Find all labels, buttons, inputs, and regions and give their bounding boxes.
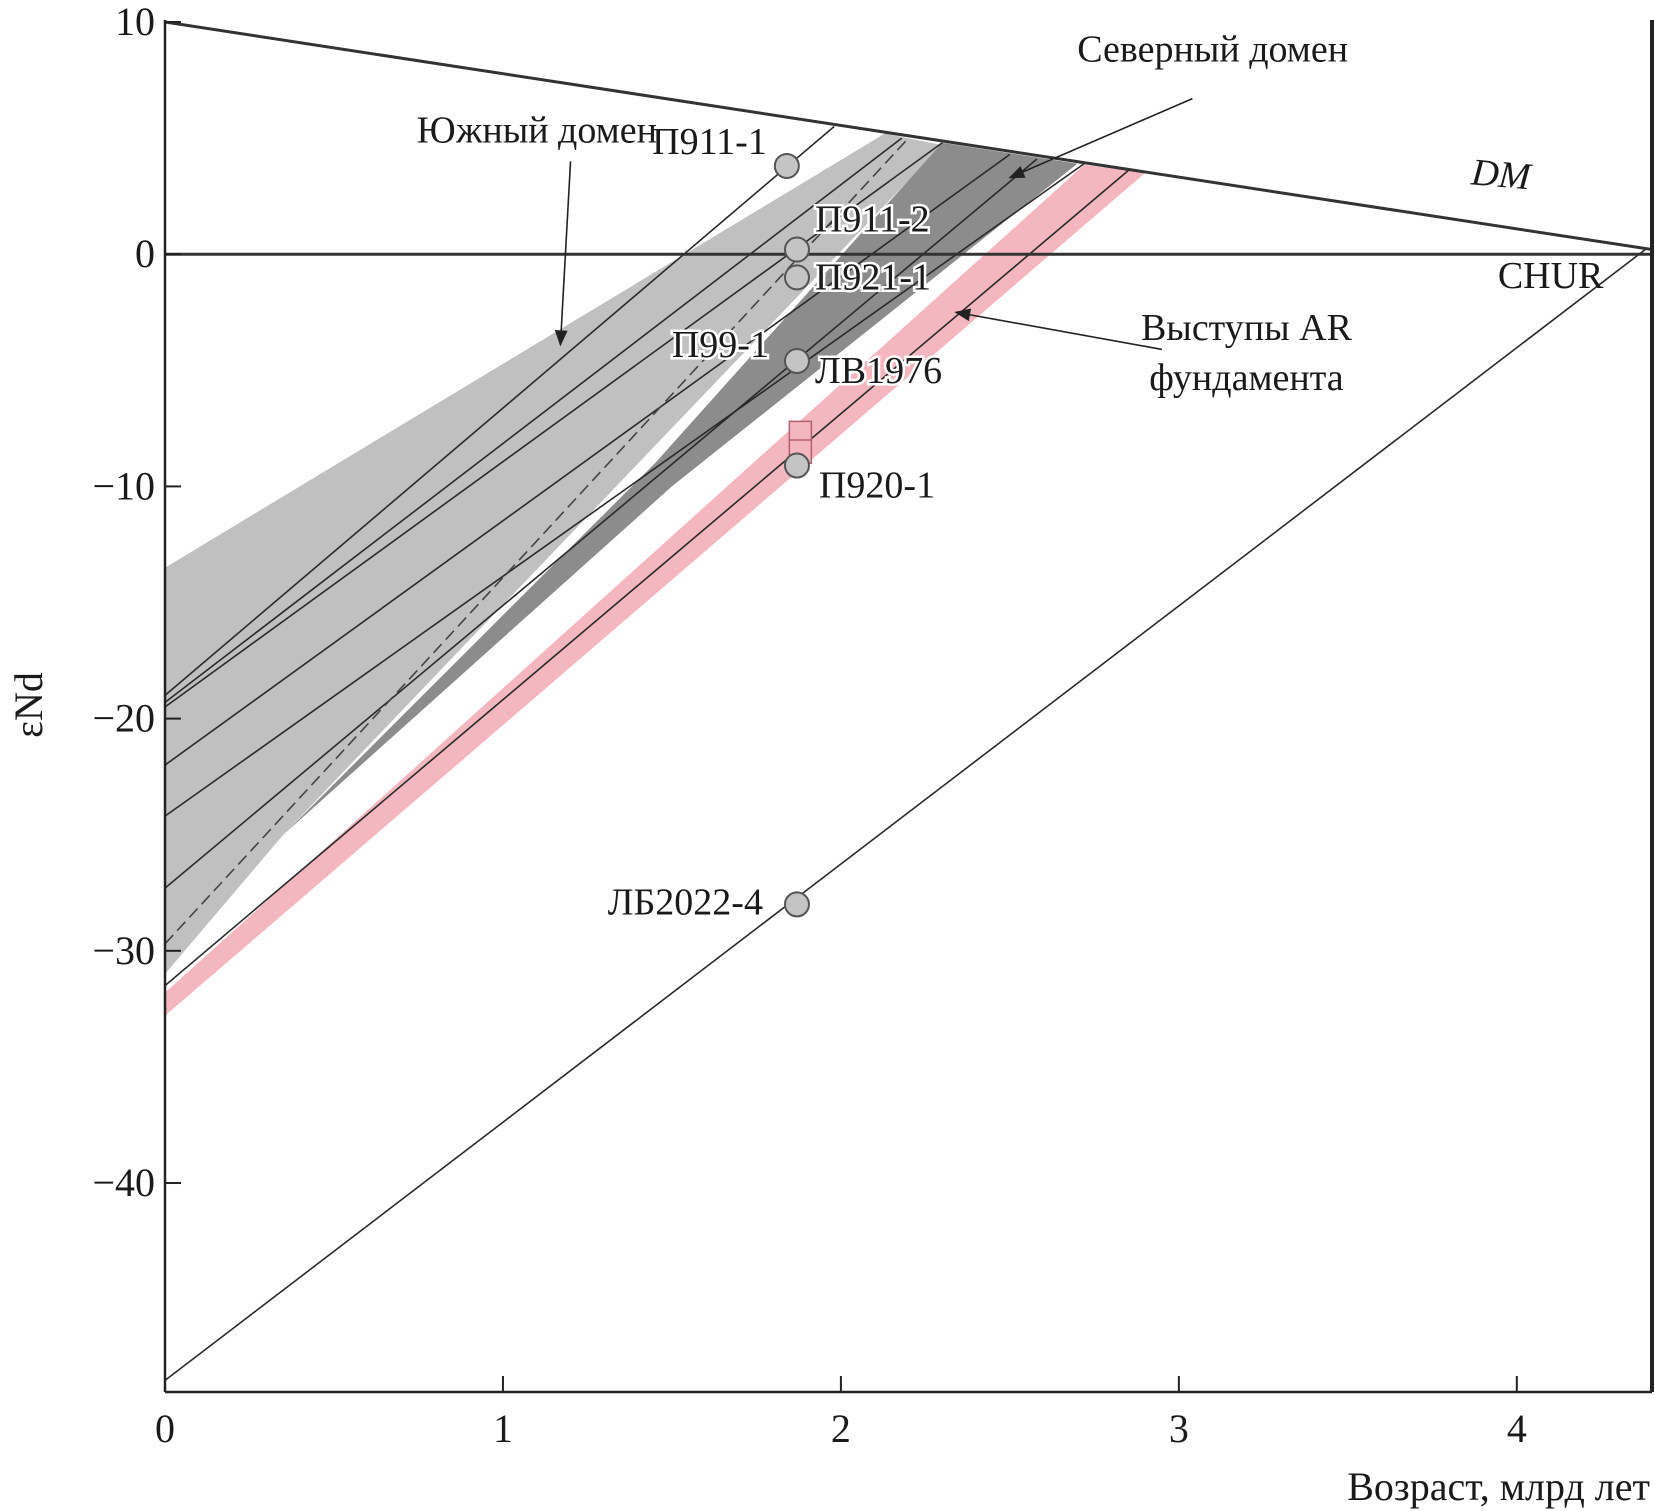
x-tick-label-0: 0 xyxy=(155,1406,175,1451)
sample-label-4: П99-1 xyxy=(672,324,769,366)
sample-label-6: П920-1 xyxy=(819,465,935,507)
annotation-arrow-2 xyxy=(1008,97,1193,179)
reference-line-dm xyxy=(164,20,1653,252)
x-tick-label-2: 2 xyxy=(831,1406,851,1451)
model-line-1 xyxy=(164,125,835,696)
y-tick-label--20: −20 xyxy=(92,696,155,741)
model-line-2 xyxy=(164,137,903,703)
region-2 xyxy=(283,142,1078,835)
y-tick-label--10: −10 xyxy=(92,463,155,508)
x-axis-title: Возраст, млрд лет xyxy=(1347,1464,1650,1509)
model-line-8 xyxy=(164,248,1646,1382)
sample-label-1: П911-1 xyxy=(652,121,767,163)
annotation-1: Южный домен xyxy=(417,110,657,152)
sample-point-1 xyxy=(773,152,800,179)
region-3 xyxy=(165,164,1146,1016)
y-tick-label--40: −40 xyxy=(92,1160,155,1205)
model-line-5 xyxy=(164,162,1085,817)
y-tick-label-10: 10 xyxy=(115,0,155,44)
sample-label-2: П911-2 xyxy=(815,199,930,241)
annotation-arrow-1 xyxy=(554,161,572,347)
labels: П911-1 П911-2 П921-1 П99-1 ЛВ1976 П920-1 ЛБ202… xyxy=(417,28,1604,925)
sample-point-7 xyxy=(783,891,810,918)
model-line-4 xyxy=(164,153,1011,766)
sample-point-6 xyxy=(783,452,810,479)
x-tick-label-3: 3 xyxy=(1169,1406,1189,1451)
model-lines xyxy=(164,20,1653,1382)
x-tick-label-4: 4 xyxy=(1507,1406,1527,1451)
sample-markers xyxy=(773,152,813,918)
y-tick-label--30: −30 xyxy=(92,928,155,973)
sample-label-3: П921-1 xyxy=(815,256,931,298)
annotation-2: Северный домен xyxy=(1077,28,1348,70)
sample-point-3 xyxy=(783,264,810,291)
sample-point-2 xyxy=(783,236,810,263)
model-line-3 xyxy=(164,142,943,708)
dashed-model-line xyxy=(164,137,910,945)
sample-label-7: ЛБ2022-4 xyxy=(608,881,763,923)
model-line-6 xyxy=(164,158,1038,889)
annotation-arrow-3 xyxy=(954,308,1163,351)
model-line-7 xyxy=(164,169,1129,987)
axes: 0 1 2 3 4 10 0 −10 −20 −30 −40 xyxy=(92,0,1654,1451)
chur-label: CHUR xyxy=(1498,255,1604,297)
annotation-3-line2: фундамента xyxy=(1149,357,1344,399)
sample-label-5: ЛВ1976 xyxy=(815,350,942,392)
annotation-3: Выступы AR xyxy=(1141,307,1353,349)
y-tick-label-0: 0 xyxy=(135,231,155,276)
sample-point-4 xyxy=(783,348,810,375)
x-tick-label-1: 1 xyxy=(493,1406,513,1451)
y-axis-title: εNd xyxy=(6,672,51,738)
dm-label: DM xyxy=(1469,151,1535,198)
